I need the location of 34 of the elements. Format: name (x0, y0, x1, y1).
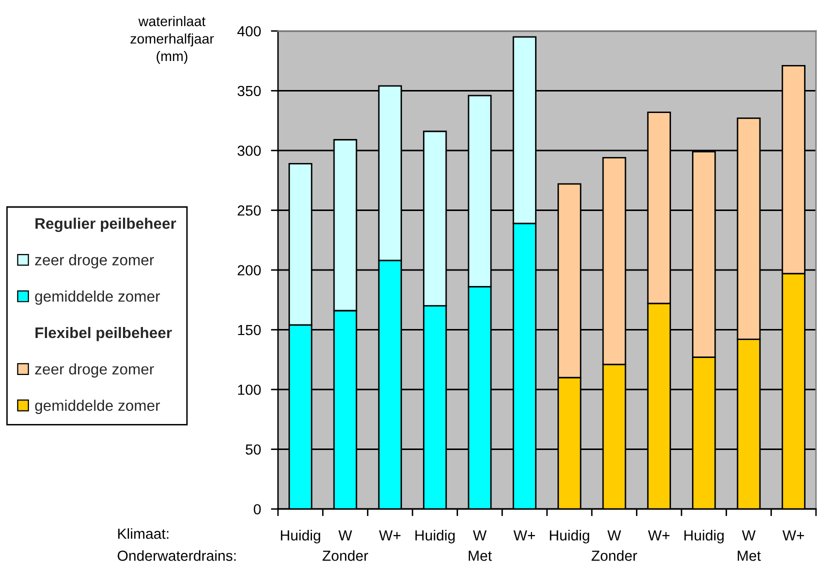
x-tick-label: Huidig (415, 530, 455, 544)
x-tick-label: W (338, 530, 352, 540)
y-tick-label: 0 (254, 504, 261, 514)
y-tick-label: 350 (238, 86, 261, 96)
x-tick-label: Huidig (550, 530, 590, 544)
x-tick-label: W+ (379, 530, 401, 540)
x-tick-label: W (472, 530, 487, 540)
x-tick-label: W+ (782, 530, 804, 540)
text: Zonder (592, 550, 638, 561)
y-tick-label: 100 (238, 384, 261, 395)
x-tick-label: W+ (514, 530, 536, 540)
y-tick-label: 250 (238, 205, 261, 216)
legend-label: zeer droge zomer (35, 254, 154, 268)
y-tick-label: 200 (238, 265, 261, 276)
legend-label: zeer droge zomer (35, 363, 154, 378)
text: Zonder (322, 550, 368, 561)
y-axis-title: waterinlaat zomerhalfjaar (mm) (130, 16, 214, 64)
y-tick-label: 400 (237, 26, 261, 36)
y-tick-label: 150 (238, 324, 261, 336)
x-tick-label: W (742, 530, 756, 540)
text: Met (468, 550, 492, 561)
x-tick-label: Huidig (280, 530, 320, 544)
text: Onderwaterdrains: (118, 550, 236, 561)
y-tick-label: 300 (238, 146, 261, 156)
legend-label: gemiddelde zomer (35, 290, 160, 305)
text: Flexibel peilbeheer (36, 326, 172, 342)
x-tick-label: W (607, 530, 622, 540)
text: Regulier peilbeheer (36, 218, 176, 232)
text: Met (738, 550, 761, 561)
x-tick-label: W+ (648, 530, 670, 540)
x-tick-label: Huidig (684, 530, 724, 544)
text: Klimaat: (118, 528, 168, 539)
legend-label: gemiddelde zomer (35, 400, 160, 414)
y-tick-label: 50 (246, 444, 261, 455)
